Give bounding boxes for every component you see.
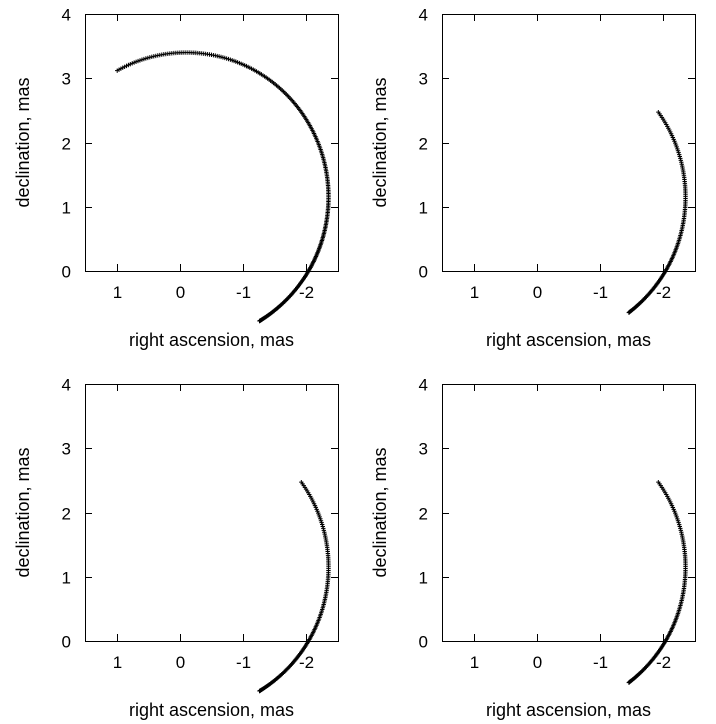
x-tick-label: -2 [299, 653, 314, 672]
x-tick-label: -1 [236, 653, 251, 672]
y-tick-label: 1 [419, 199, 428, 218]
y-tick-label: 4 [62, 6, 71, 25]
y-tick-label: 0 [62, 633, 71, 652]
y-tick-label: 1 [62, 569, 71, 588]
y-tick-label: 2 [62, 135, 71, 154]
x-axis-label: right ascension, mas [129, 330, 294, 350]
x-tick-label: -2 [656, 283, 671, 302]
y-tick-label: 3 [62, 440, 71, 459]
data-point [115, 68, 120, 73]
x-tick-label: 1 [113, 283, 122, 302]
y-tick-label: 2 [419, 135, 428, 154]
x-tick-label: 0 [176, 653, 185, 672]
y-tick-label: 0 [419, 633, 428, 652]
x-axis-label: right ascension, mas [486, 330, 651, 350]
data-point [299, 479, 304, 485]
x-tick-label: 0 [533, 283, 542, 302]
y-tick-label: 1 [62, 199, 71, 218]
x-tick-label: 1 [113, 653, 122, 672]
y-axis-label: declination, mas [13, 447, 33, 577]
y-tick-label: 3 [419, 70, 428, 89]
y-axis-label: declination, mas [13, 77, 33, 207]
data-point [145, 55, 151, 61]
x-tick-label: -2 [299, 283, 314, 302]
x-tick-label: 1 [470, 283, 479, 302]
x-tick-label: -2 [656, 653, 671, 672]
x-tick-label: -1 [236, 283, 251, 302]
x-tick-label: 1 [470, 653, 479, 672]
x-tick-label: 0 [176, 283, 185, 302]
x-tick-label: 0 [533, 653, 542, 672]
y-tick-label: 0 [62, 263, 71, 282]
y-tick-label: 3 [419, 440, 428, 459]
x-tick-label: -1 [593, 653, 608, 672]
y-tick-label: 2 [419, 505, 428, 524]
data-point [656, 479, 661, 485]
y-tick-label: 0 [419, 263, 428, 282]
data-point [143, 56, 149, 61]
x-axis-label: right ascension, mas [129, 700, 294, 720]
x-axis-label: right ascension, mas [486, 700, 651, 720]
y-tick-label: 4 [419, 6, 428, 25]
data-series [626, 109, 688, 315]
x-tick-label: -1 [593, 283, 608, 302]
y-tick-label: 2 [62, 505, 71, 524]
y-tick-label: 3 [62, 70, 71, 89]
data-point [149, 54, 154, 60]
y-axis-label: declination, mas [370, 77, 390, 207]
plot-frame [442, 384, 696, 642]
data-point [147, 55, 153, 60]
y-axis-label: declination, mas [370, 447, 390, 577]
y-tick-label: 4 [62, 376, 71, 395]
data-series [626, 479, 688, 685]
data-series [115, 50, 331, 324]
y-tick-label: 4 [419, 376, 428, 395]
data-point [656, 109, 661, 115]
data-series [257, 479, 331, 694]
y-tick-label: 1 [419, 569, 428, 588]
